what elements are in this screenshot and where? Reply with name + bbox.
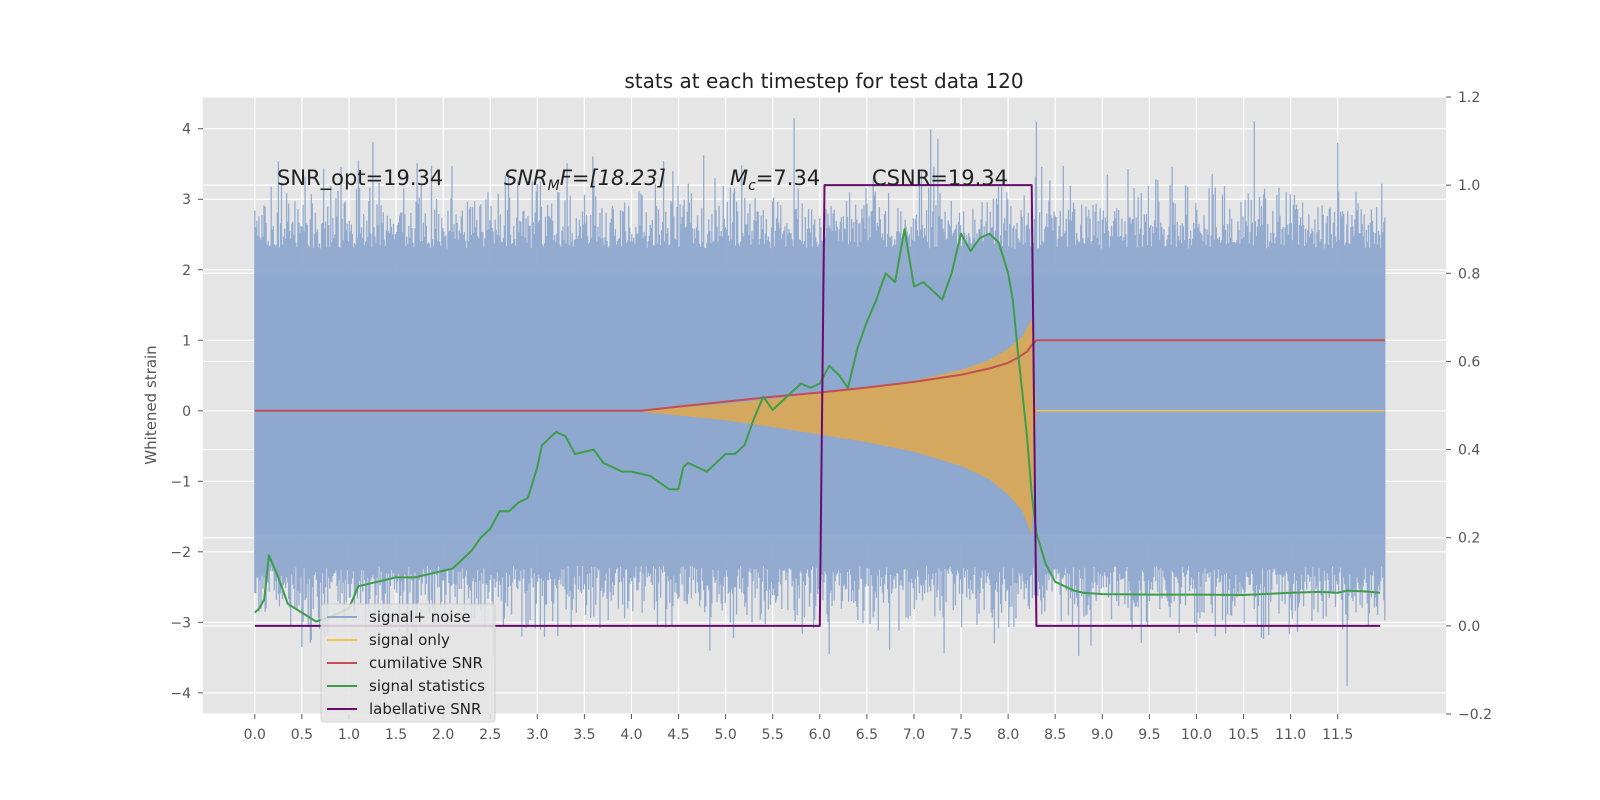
annotation-mc-base: M [730,166,748,190]
x-tick-label: 8.5 [1044,727,1066,743]
y-tick-label: −4 [170,686,191,702]
axes: 0.0 0.5 1.0 1.5 2.0 2.5 3.0 3.5 4.0 4.5 5.0 5.5 6.0 6… [170,90,1492,743]
y-tick-label: −2 [170,545,191,561]
legend-label: cumilative SNR [369,654,483,672]
x-tick-label: 5.5 [762,727,784,743]
y2-tick-label: 1.2 [1458,90,1480,106]
y2-tick-label: 0.0 [1458,619,1480,635]
x-tick-label: 2.5 [479,727,501,743]
x-tick-label: 8.0 [997,727,1019,743]
annotation-snr-mf-sub: M [548,178,560,194]
x-tick-label: 0.0 [244,727,266,743]
annotation-snr-mf: SNRMF=[18.23] [504,166,666,194]
chart-title: stats at each timestep for test data 120 [624,69,1023,93]
y-tick-label: 2 [182,263,191,279]
x-tick-label: 6.5 [856,727,878,743]
annotation-csnr: CSNR=19.34 [872,166,1008,190]
annotation-mc-rest: =7.34 [756,166,820,190]
legend-box [320,603,496,723]
legend-label: signal only [369,631,450,649]
label-line [254,184,1381,627]
signal-statistics-line [254,228,1381,623]
x-tick-label: 5.0 [714,727,736,743]
legend-label: signal+ noise [369,608,471,626]
legend-label: label [369,700,405,718]
x-tick-label: 7.5 [950,727,972,743]
y-tick-label: 0 [182,404,191,420]
y-tick-label: 4 [182,122,191,138]
y-axis-label: Whitened strain [142,345,160,464]
x-tick-label: 0.5 [291,727,313,743]
x-tick-label: 6.0 [809,727,831,743]
x-tick-label: 11.5 [1322,727,1353,743]
y-tick-label: 1 [182,333,191,349]
x-tick-label: 1.5 [385,727,407,743]
x-tick-label: 7.0 [903,727,925,743]
x-tick-label: 11.0 [1275,727,1306,743]
signal-only-envelope [631,319,1385,535]
y2-tick-label: 0.2 [1458,531,1480,547]
legend: signal+ noise signal only cumilative SNR si… [320,603,496,723]
y-tick-label: −1 [170,474,191,490]
annotation-mc-sub: c [748,178,756,194]
cumilative-snr-line [254,339,1385,412]
annotation-mc: Mc=7.34 [730,166,820,194]
x-tick-label: 3.0 [526,727,548,743]
line-series [254,184,1385,627]
x-tick-label: 1.0 [338,727,360,743]
annotation-snr-mf-rest: F=[18.23] [560,166,666,190]
x-tick-label: 9.0 [1091,727,1113,743]
annotation-snr-mf-base: SNR [504,166,548,190]
legend-label: signal statistics [369,677,485,695]
legend-ghost-text: lative SNR [404,700,481,718]
x-tick-label: 9.5 [1138,727,1160,743]
x-tick-label: 4.0 [620,727,642,743]
x-tick-label: 2.0 [432,727,454,743]
y2-tick-label: 0.4 [1458,443,1480,459]
y2-tick-label: 0.6 [1458,354,1480,370]
x-tick-label: 10.5 [1228,727,1259,743]
y2-tick-label: 0.8 [1458,266,1480,282]
y2-tick-label: 1.0 [1458,178,1480,194]
x-tick-label: 3.5 [573,727,595,743]
x-tick-label: 10.0 [1181,727,1212,743]
y-tick-label: 3 [182,192,191,208]
signal-only-series [631,319,1385,535]
y-tick-label: −3 [170,615,191,631]
y2-tick-label: −0.2 [1458,707,1492,723]
annotation-snr-opt: SNR_opt=19.34 [277,166,443,191]
x-tick-label: 4.5 [667,727,689,743]
